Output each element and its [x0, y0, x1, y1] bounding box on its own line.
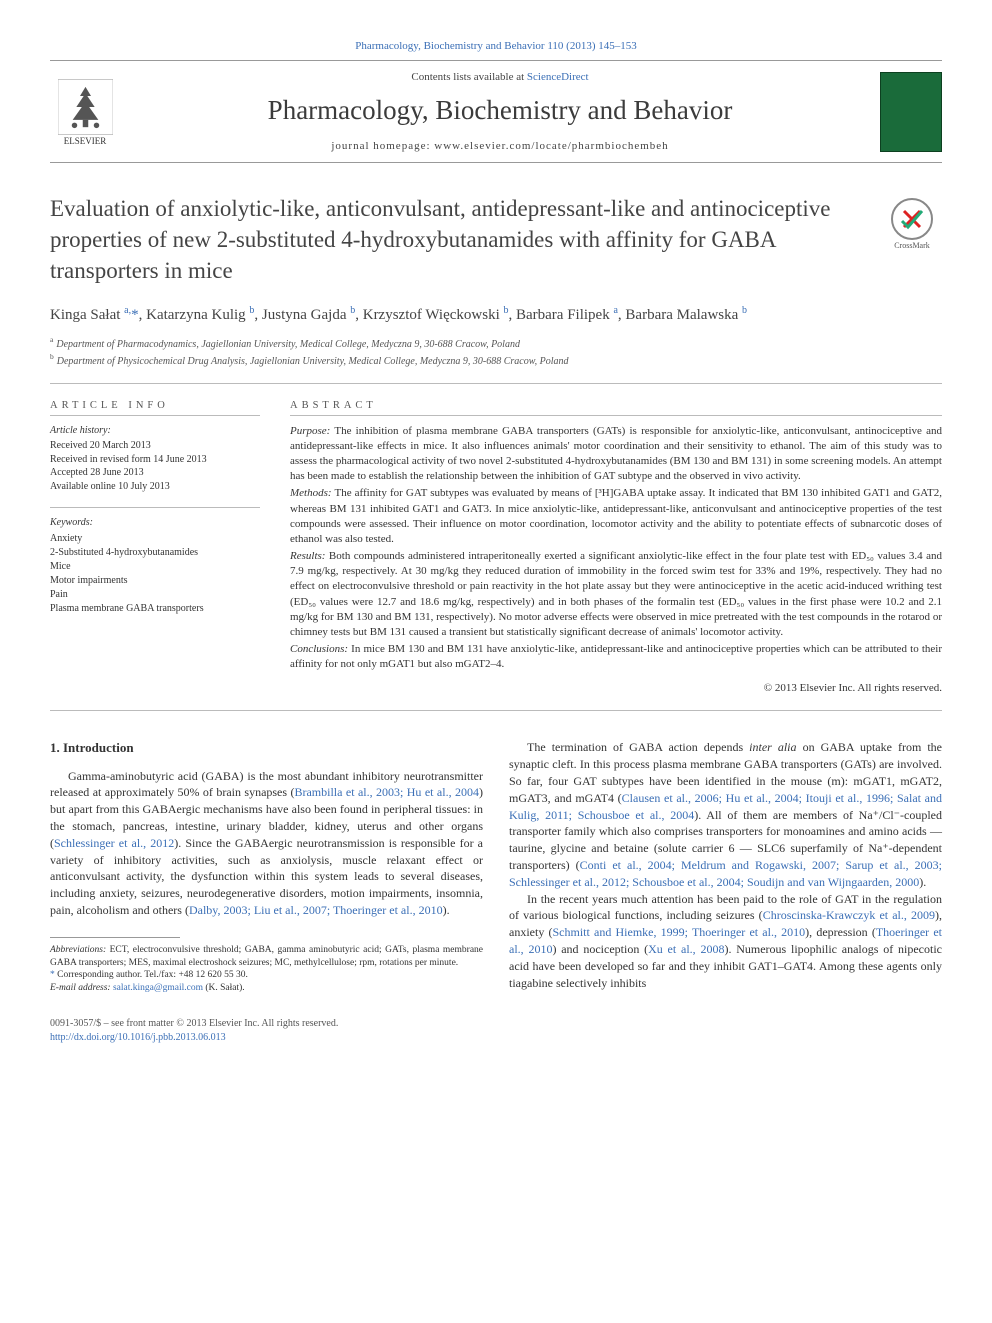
header-citation-link[interactable]: Pharmacology, Biochemistry and Behavior …	[355, 40, 636, 52]
cite-xu[interactable]: Xu et al., 2008	[648, 942, 724, 956]
cite-schlessinger[interactable]: Schlessinger et al., 2012	[54, 836, 174, 850]
authors-list: Kinga Sałat a,*, Katarzyna Kulig b, Just…	[50, 304, 942, 327]
elsevier-label: ELSEVIER	[64, 136, 107, 146]
info-abstract-row: ARTICLE INFO Article history: Received 2…	[50, 400, 942, 695]
page-root: Pharmacology, Biochemistry and Behavior …	[0, 0, 992, 1084]
journal-cover-thumb	[880, 72, 942, 152]
cite-brambilla[interactable]: Brambilla et al., 2003; Hu et al., 2004	[294, 785, 479, 799]
title-row: Evaluation of anxiolytic-like, anticonvu…	[50, 193, 942, 286]
elsevier-tree-icon	[58, 78, 113, 136]
corresponding-author: * Corresponding author. Tel./fax: +48 12…	[50, 969, 483, 982]
homepage-url[interactable]: www.elsevier.com/locate/pharmbiochembeh	[434, 140, 668, 152]
history-item: Accepted 28 June 2013	[50, 466, 260, 480]
crossmark-icon	[890, 197, 934, 241]
contents-line: Contents lists available at ScienceDirec…	[134, 71, 866, 83]
keyword-item: Mice	[50, 560, 260, 574]
section-1-head: 1. Introduction	[50, 739, 483, 757]
abstract-methods: Methods: The affinity for GAT subtypes w…	[290, 486, 942, 547]
divider-top	[50, 383, 942, 384]
article-info: ARTICLE INFO Article history: Received 2…	[50, 400, 260, 695]
cite-dalby[interactable]: Dalby, 2003; Liu et al., 2007; Thoeringe…	[189, 903, 443, 917]
keywords-label: Keywords:	[50, 516, 260, 530]
issn-line: 0091-3057/$ – see front matter © 2013 El…	[50, 1017, 942, 1031]
history-item: Available online 10 July 2013	[50, 480, 260, 494]
abstract: ABSTRACT Purpose: The inhibition of plas…	[290, 400, 942, 695]
crossmark-label: CrossMark	[894, 241, 930, 250]
intro-para-1: Gamma-aminobutyric acid (GABA) is the mo…	[50, 768, 483, 919]
abbreviations-note: Abbreviations: ECT, electroconvulsive th…	[50, 944, 483, 970]
cite-chroscinska[interactable]: Chroscinska-Krawczyk et al., 2009	[763, 908, 935, 922]
header-citation: Pharmacology, Biochemistry and Behavior …	[50, 40, 942, 52]
main-columns: 1. Introduction Gamma-aminobutyric acid …	[50, 739, 942, 995]
masthead-center: Contents lists available at ScienceDirec…	[134, 71, 866, 152]
keyword-item: 2-Substituted 4-hydroxybutanamides	[50, 546, 260, 560]
abstract-purpose: Purpose: The inhibition of plasma membra…	[290, 424, 942, 485]
masthead: ELSEVIER Contents lists available at Sci…	[50, 60, 942, 163]
cite-schmitt[interactable]: Schmitt and Hiemke, 1999; Thoeringer et …	[553, 925, 806, 939]
intro-para-3: In the recent years much attention has b…	[509, 891, 942, 992]
abstract-copyright: © 2013 Elsevier Inc. All rights reserved…	[290, 682, 942, 694]
article-title: Evaluation of anxiolytic-like, anticonvu…	[50, 193, 862, 286]
column-left: 1. Introduction Gamma-aminobutyric acid …	[50, 739, 483, 995]
history-item: Received 20 March 2013	[50, 439, 260, 453]
abstract-results: Results: Both compounds administered int…	[290, 549, 942, 640]
affiliation-b: bDepartment of Physicochemical Drug Anal…	[50, 356, 942, 367]
keywords-block: Keywords: Anxiety2-Substituted 4-hydroxy…	[50, 516, 260, 616]
article-info-head: ARTICLE INFO	[50, 400, 260, 411]
sciencedirect-link[interactable]: ScienceDirect	[527, 71, 589, 83]
history-label: Article history:	[50, 424, 260, 438]
homepage-pre: journal homepage:	[331, 140, 434, 152]
keyword-item: Anxiety	[50, 532, 260, 546]
keyword-item: Plasma membrane GABA transporters	[50, 602, 260, 616]
affiliation-a: aDepartment of Pharmacodynamics, Jagiell…	[50, 339, 942, 350]
abstract-head: ABSTRACT	[290, 400, 942, 411]
doi-link[interactable]: http://dx.doi.org/10.1016/j.pbb.2013.06.…	[50, 1032, 226, 1043]
keyword-item: Motor impairments	[50, 574, 260, 588]
keyword-item: Pain	[50, 588, 260, 602]
email-link[interactable]: salat.kinga@gmail.com	[113, 983, 203, 993]
email-line: E-mail address: salat.kinga@gmail.com (K…	[50, 982, 483, 995]
article-history: Article history: Received 20 March 2013R…	[50, 424, 260, 494]
journal-name: Pharmacology, Biochemistry and Behavior	[134, 95, 866, 126]
history-item: Received in revised form 14 June 2013	[50, 453, 260, 467]
journal-homepage: journal homepage: www.elsevier.com/locat…	[134, 140, 866, 152]
divider-bottom	[50, 710, 942, 711]
crossmark-badge[interactable]: CrossMark	[882, 193, 942, 253]
elsevier-logo: ELSEVIER	[50, 73, 120, 151]
bottom-bar: 0091-3057/$ – see front matter © 2013 El…	[50, 1017, 942, 1044]
footnotes: Abbreviations: ECT, electroconvulsive th…	[50, 937, 483, 995]
column-right: The termination of GABA action depends i…	[509, 739, 942, 995]
abstract-conclusions: Conclusions: In mice BM 130 and BM 131 h…	[290, 642, 942, 672]
contents-pre: Contents lists available at	[411, 71, 526, 83]
intro-para-2: The termination of GABA action depends i…	[509, 739, 942, 890]
